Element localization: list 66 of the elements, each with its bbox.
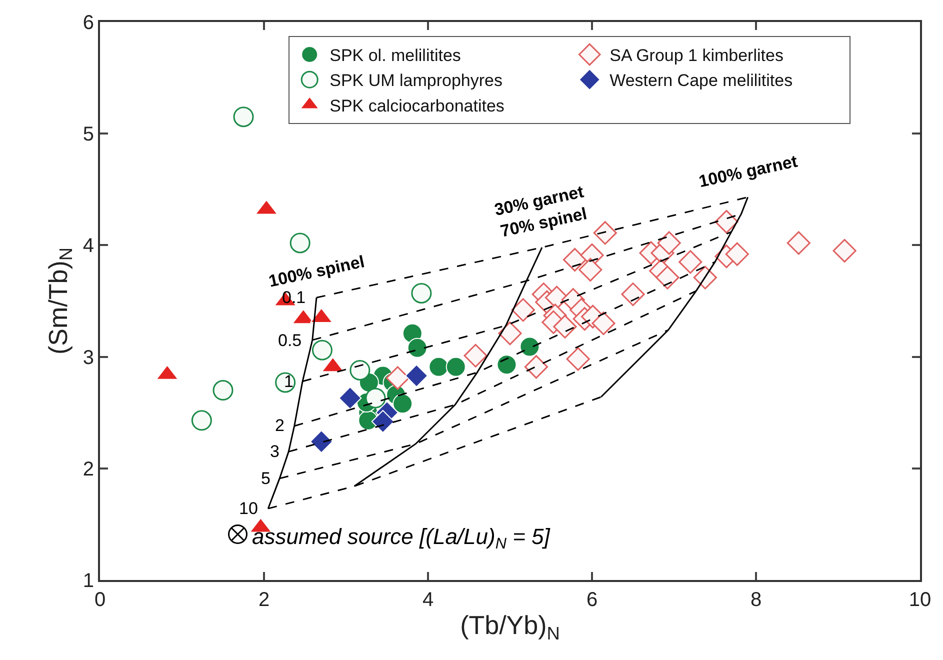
legend-label: SPK UM lamprophyres [330, 71, 502, 90]
series-label: 5 [261, 469, 270, 488]
y-tick-label: 6 [82, 12, 94, 34]
point [290, 232, 310, 254]
point [656, 266, 680, 290]
y-tick-label: 4 [82, 235, 94, 258]
point [714, 210, 738, 234]
point [678, 250, 702, 274]
x-tick-label: 8 [750, 589, 762, 611]
point [428, 356, 449, 377]
series-label: 3 [270, 442, 280, 461]
point [566, 347, 590, 371]
point [725, 242, 749, 266]
point [365, 388, 386, 408]
point [578, 258, 602, 282]
point [407, 338, 428, 358]
text: 100% spinel [267, 252, 366, 291]
text: 100% garnet [697, 152, 800, 192]
point [350, 360, 370, 380]
point [592, 312, 616, 336]
x-tick-label: 0 [94, 589, 106, 611]
y-tick-label: 1 [82, 570, 94, 592]
point [524, 355, 548, 379]
point [212, 380, 234, 401]
annotation: assumed source [(La/Lu)$_{N}$ = 5] [252, 524, 551, 553]
point [496, 354, 517, 375]
x-tick-label: 2 [258, 589, 270, 611]
series-label: 1 [284, 372, 294, 391]
point [310, 430, 333, 454]
x-axis-title: (Tb/Yb)$_{N}$ [460, 610, 560, 644]
point [464, 344, 488, 368]
point [786, 231, 810, 255]
legend-label: SA Group 1 kimberlites [610, 46, 784, 66]
y-tick-label: 2 [82, 458, 94, 480]
point [553, 314, 577, 338]
point [511, 298, 535, 322]
point [338, 386, 362, 410]
series-label: 0.5 [278, 331, 302, 350]
legend-label: Western Cape melilitites [610, 71, 793, 90]
point [411, 282, 432, 304]
point [312, 340, 332, 360]
point [498, 322, 522, 346]
point [520, 336, 540, 357]
point [562, 248, 587, 272]
legend-label: SPK calciocarbonatites [330, 96, 504, 116]
series-label: 2 [275, 416, 284, 435]
series-label: 10 [239, 499, 258, 518]
point [392, 394, 413, 414]
point [404, 364, 428, 388]
y-tick-label: 5 [82, 124, 94, 146]
point [233, 106, 254, 128]
point [371, 410, 394, 434]
point [657, 231, 681, 255]
text: 30% garnet 70% spinel [492, 182, 589, 241]
x-tick-label: 10 [908, 589, 932, 611]
point [621, 282, 645, 306]
point [191, 410, 212, 431]
point [593, 221, 617, 245]
legend-label: SPK ol. melilitites [330, 46, 461, 66]
point [832, 238, 856, 263]
y-tick-label: 3 [82, 346, 94, 369]
x-tick-label: 4 [422, 589, 434, 611]
x-tick-label: 6 [586, 589, 598, 611]
point [446, 356, 466, 377]
point [228, 524, 248, 544]
point [386, 366, 410, 390]
